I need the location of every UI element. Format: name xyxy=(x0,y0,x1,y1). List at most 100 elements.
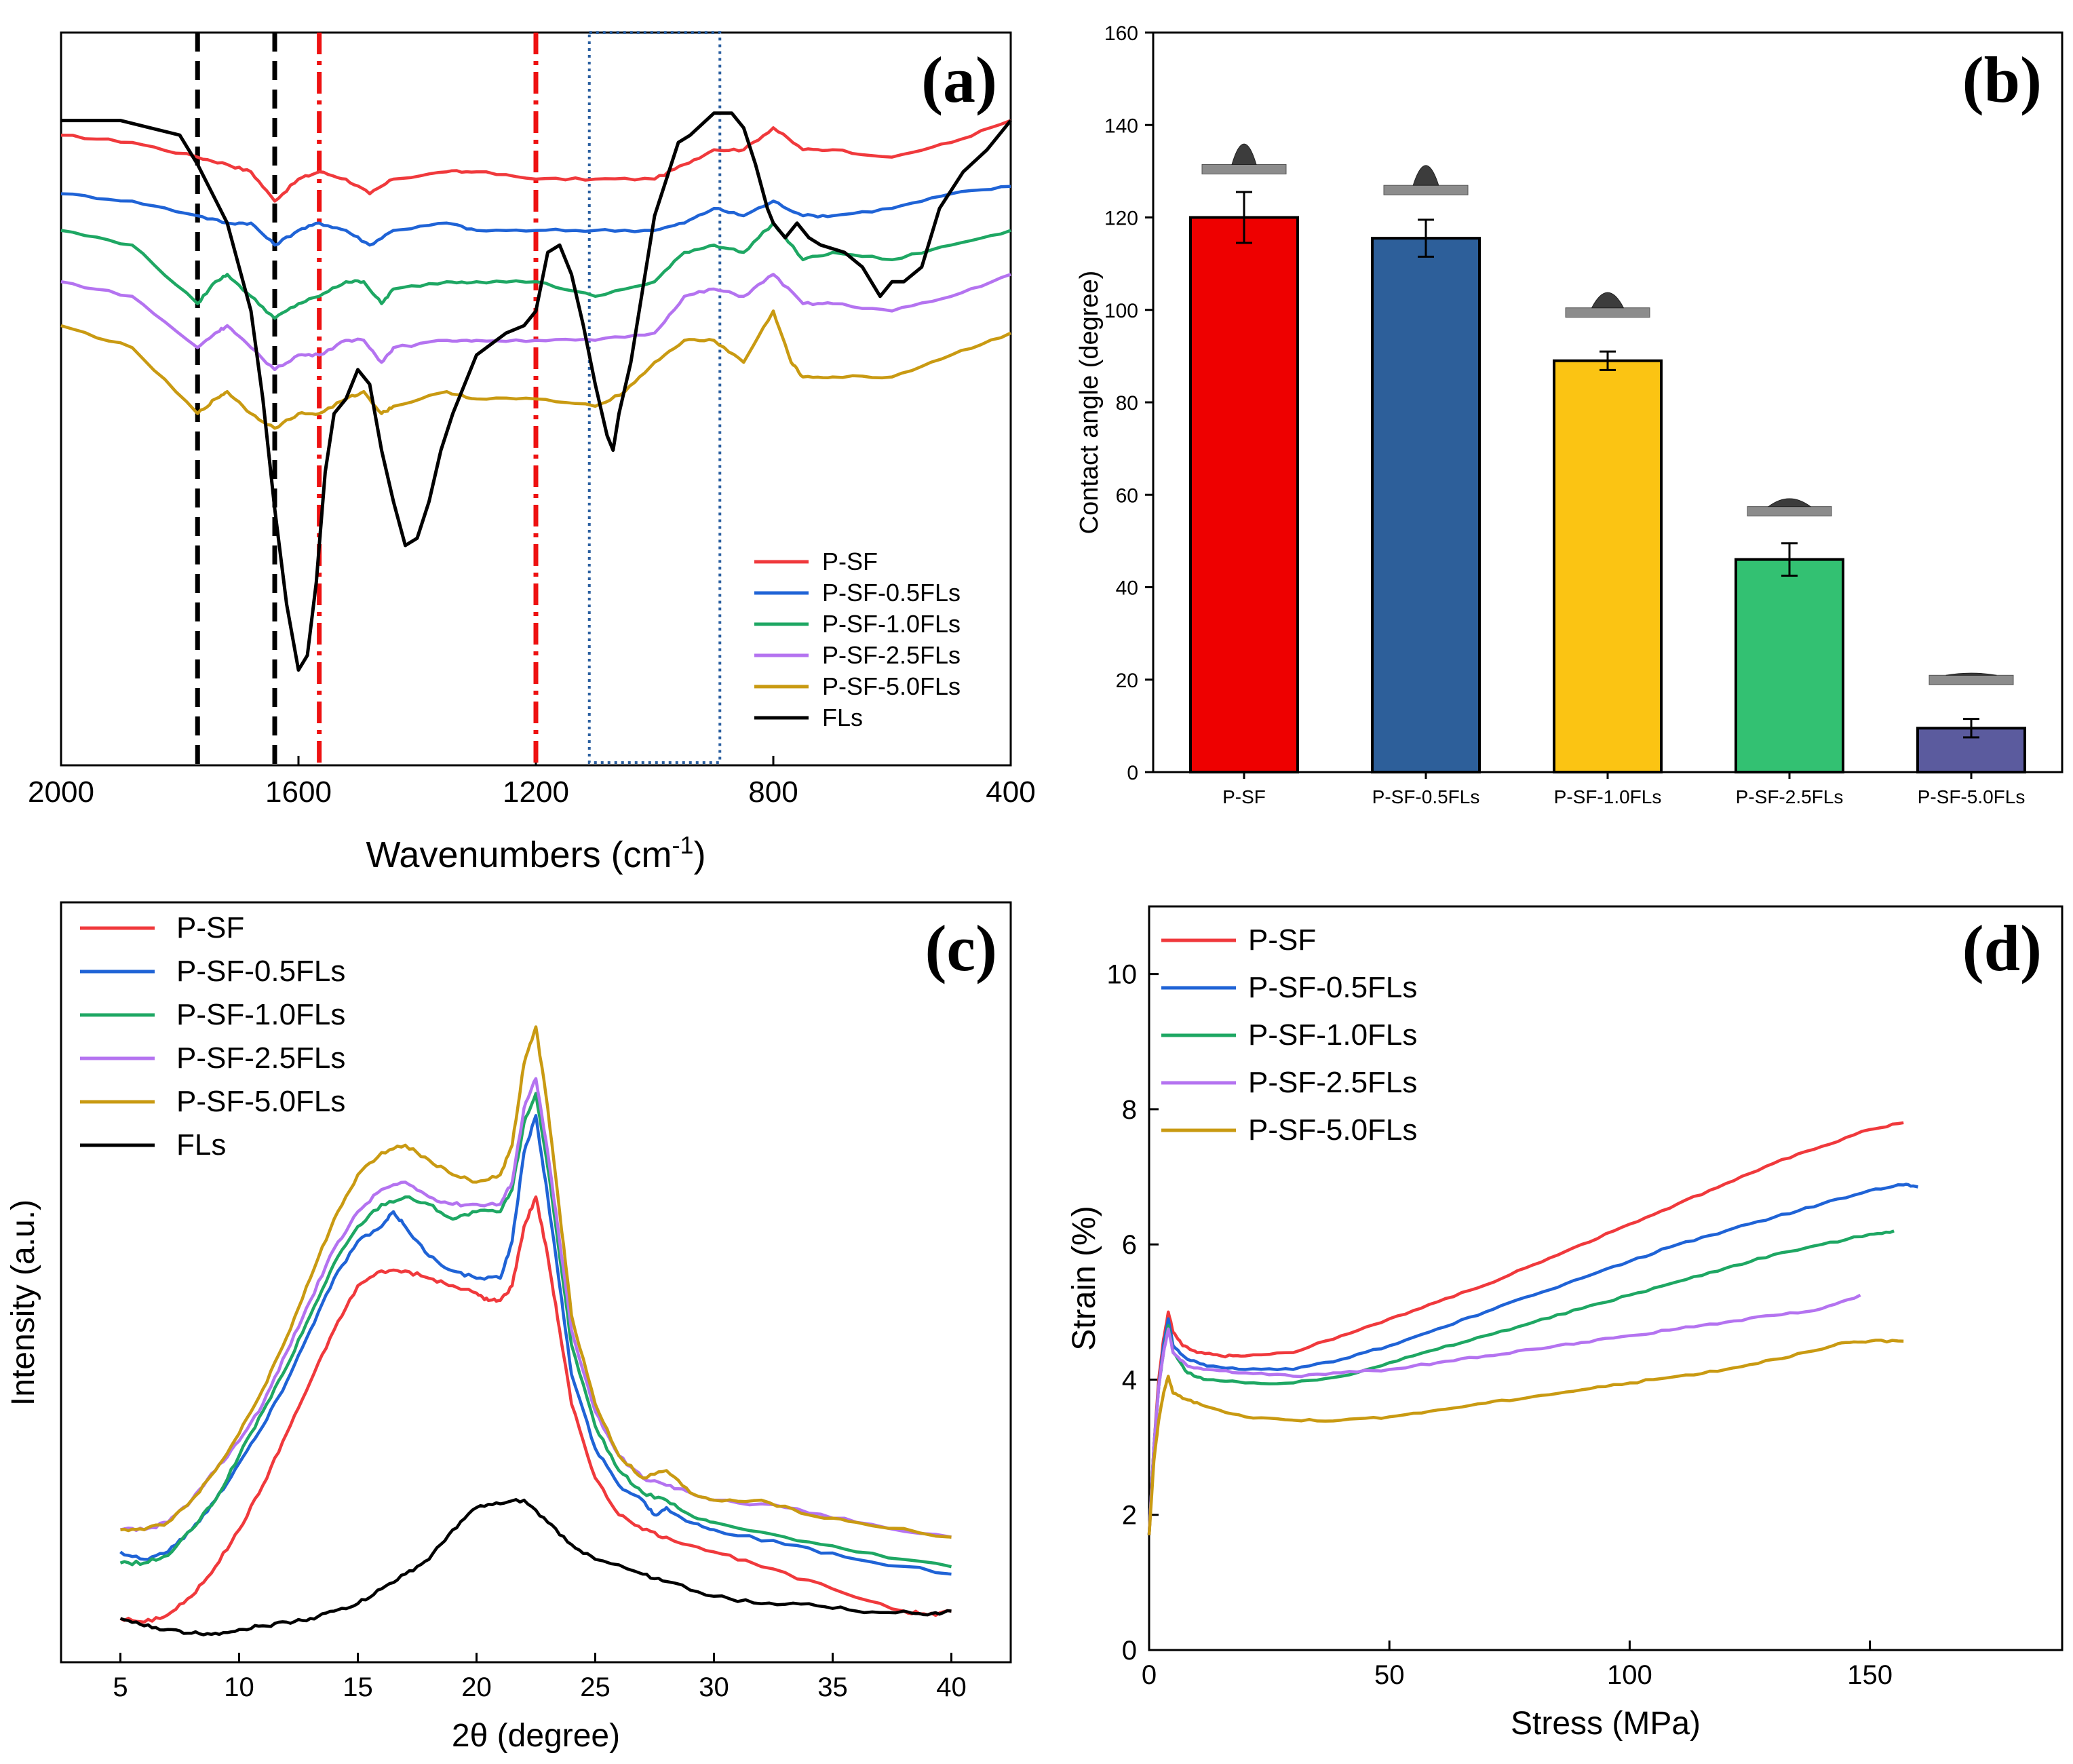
x-tick-label: 50 xyxy=(1374,1660,1405,1690)
series-line-P-SF-0.5FLs xyxy=(119,1114,952,1576)
droplet-substrate xyxy=(1201,164,1287,174)
series-line-P-SF-5.0FLs xyxy=(60,309,1011,430)
y-tick-label: 4 xyxy=(1122,1365,1137,1395)
legend-label: FLs xyxy=(822,704,863,731)
y-tick-label: 80 xyxy=(1116,392,1138,415)
y-tick-label: 140 xyxy=(1104,115,1138,137)
x-tick-label: 2000 xyxy=(28,775,94,809)
y-tick-label: 10 xyxy=(1107,960,1138,990)
legend-label: P-SF-1.0FLs xyxy=(176,998,345,1031)
droplet-substrate xyxy=(1929,674,2014,685)
y-tick-label: 20 xyxy=(1116,670,1138,692)
series-line-P-SF xyxy=(119,1195,952,1624)
droplet-substrate xyxy=(1565,307,1650,318)
x-tick-label: 5 xyxy=(113,1672,128,1702)
x-tick-label: 150 xyxy=(1847,1660,1893,1690)
y-tick-label: 40 xyxy=(1116,577,1138,600)
droplet-substrate xyxy=(1747,506,1832,517)
series-line-P-SF-5.0FLs xyxy=(1147,1339,1904,1535)
series-line-FLs xyxy=(61,111,1012,672)
x-axis-label: Stress (MPa) xyxy=(1511,1706,1701,1742)
x-tick-label: 25 xyxy=(580,1672,611,1702)
y-tick-label: 0 xyxy=(1127,762,1138,784)
y-tick-label: 120 xyxy=(1104,208,1138,230)
x-tick-label: 15 xyxy=(343,1672,373,1702)
bar-P-SF-1.0FLs xyxy=(1553,359,1663,773)
series-line-P-SF xyxy=(60,119,1011,203)
panel-b: 0 20 40 60 80 100 120 140 160 Contact angle (degr… xyxy=(1075,22,2064,807)
series-line-P-SF-1.0FLs xyxy=(1147,1229,1895,1535)
series-line-P-SF-0.5FLs xyxy=(1147,1183,1918,1535)
panel-d: 0 50 100 150 0 2 4 6 8 10 Stress (MPa) Strain (%) P-… xyxy=(1066,905,2064,1742)
series-line-FLs xyxy=(119,1498,952,1636)
legend-label: P-SF-0.5FLs xyxy=(1248,971,1417,1004)
x-tick-label: 10 xyxy=(224,1672,254,1702)
series-line-P-SF-1.0FLs xyxy=(119,1092,952,1569)
legend-label: P-SF xyxy=(822,548,878,575)
panel-label: (b) xyxy=(1962,43,2042,116)
series-line-P-SF-2.5FLs xyxy=(1147,1293,1861,1535)
plot-frame xyxy=(1148,905,2064,1651)
y-tick-label: 6 xyxy=(1122,1230,1137,1260)
x-tick-label: P-SF-2.5FLs xyxy=(1736,786,1844,807)
panel-label: (a) xyxy=(921,43,997,116)
legend-label: P-SF-2.5FLs xyxy=(176,1041,345,1075)
x-axis-label: Wavenumbers (cm-1) xyxy=(366,831,705,875)
y-tick-label: 8 xyxy=(1122,1095,1137,1125)
legend-label: P-SF-5.0FLs xyxy=(1248,1113,1417,1147)
legend-label: P-SF-1.0FLs xyxy=(1248,1018,1417,1052)
x-tick-label: 40 xyxy=(936,1672,967,1702)
bar-P-SF-0.5FLs xyxy=(1371,237,1481,773)
legend-label: P-SF-5.0FLs xyxy=(822,672,961,700)
y-axis-label: Strain (%) xyxy=(1066,1206,1102,1350)
series-line-P-SF-5.0FLs xyxy=(120,1025,952,1539)
x-tick-label: 35 xyxy=(817,1672,848,1702)
series-line-P-SF-0.5FLs xyxy=(60,185,1011,247)
x-tick-label: 0 xyxy=(1142,1660,1157,1690)
legend-label: P-SF-2.5FLs xyxy=(1248,1066,1417,1099)
x-tick-label: 400 xyxy=(986,775,1035,809)
droplet-image xyxy=(1412,165,1439,186)
y-tick-label: 2 xyxy=(1122,1501,1137,1531)
y-tick-label: 160 xyxy=(1104,22,1138,45)
x-tick-label: 1200 xyxy=(503,775,569,809)
x-axis-label: 2θ (degree) xyxy=(452,1718,620,1754)
y-axis-label: Intensity (a.u.) xyxy=(5,1200,41,1406)
x-tick-label: P-SF-0.5FLs xyxy=(1372,786,1480,807)
x-tick-label: P-SF-1.0FLs xyxy=(1554,786,1662,807)
legend-label: P-SF-0.5FLs xyxy=(176,955,345,988)
bar-P-SF xyxy=(1189,216,1299,773)
y-tick-label: 0 xyxy=(1122,1636,1137,1666)
y-axis-label: Contact angle (degree) xyxy=(1075,271,1104,535)
panel-a: 2000 1600 1200 800 400 Wavenumbers (cm-1) P-SF… xyxy=(28,31,1036,875)
legend-label: P-SF xyxy=(1248,923,1316,957)
legend-label: FLs xyxy=(176,1128,226,1162)
x-tick-label: 20 xyxy=(461,1672,492,1702)
y-tick-label: 60 xyxy=(1116,484,1138,507)
bar-P-SF-2.5FLs xyxy=(1735,558,1844,773)
droplet-image xyxy=(1945,672,1997,676)
series-line-P-SF-2.5FLs xyxy=(60,273,1011,372)
series-line-P-SF xyxy=(1147,1121,1904,1535)
plot-frame xyxy=(60,901,1012,1664)
x-tick-label: 1600 xyxy=(265,775,332,809)
droplet-image xyxy=(1767,498,1812,507)
x-tick-label: 100 xyxy=(1607,1660,1652,1690)
legend-box xyxy=(748,547,1005,748)
series-line-P-SF-2.5FLs xyxy=(120,1077,952,1539)
droplet-image xyxy=(1231,143,1257,165)
panel-c: 5 10 15 20 25 30 35 40 2θ (degree) Intensity (a.u… xyxy=(5,901,1012,1754)
x-tick-label: 800 xyxy=(748,775,798,809)
panel-label: (d) xyxy=(1962,912,2042,984)
panel-label: (c) xyxy=(925,912,997,984)
highlight-box xyxy=(587,31,722,764)
x-tick-label: P-SF-5.0FLs xyxy=(1918,786,2026,807)
legend-label: P-SF-1.0FLs xyxy=(822,610,961,638)
x-tick-label: 30 xyxy=(699,1672,729,1702)
legend-label: P-SF-5.0FLs xyxy=(176,1085,345,1118)
series-line-P-SF-1.0FLs xyxy=(60,221,1011,320)
legend-label: P-SF-0.5FLs xyxy=(822,579,961,607)
droplet-image xyxy=(1591,292,1625,309)
droplet-substrate xyxy=(1383,185,1469,195)
